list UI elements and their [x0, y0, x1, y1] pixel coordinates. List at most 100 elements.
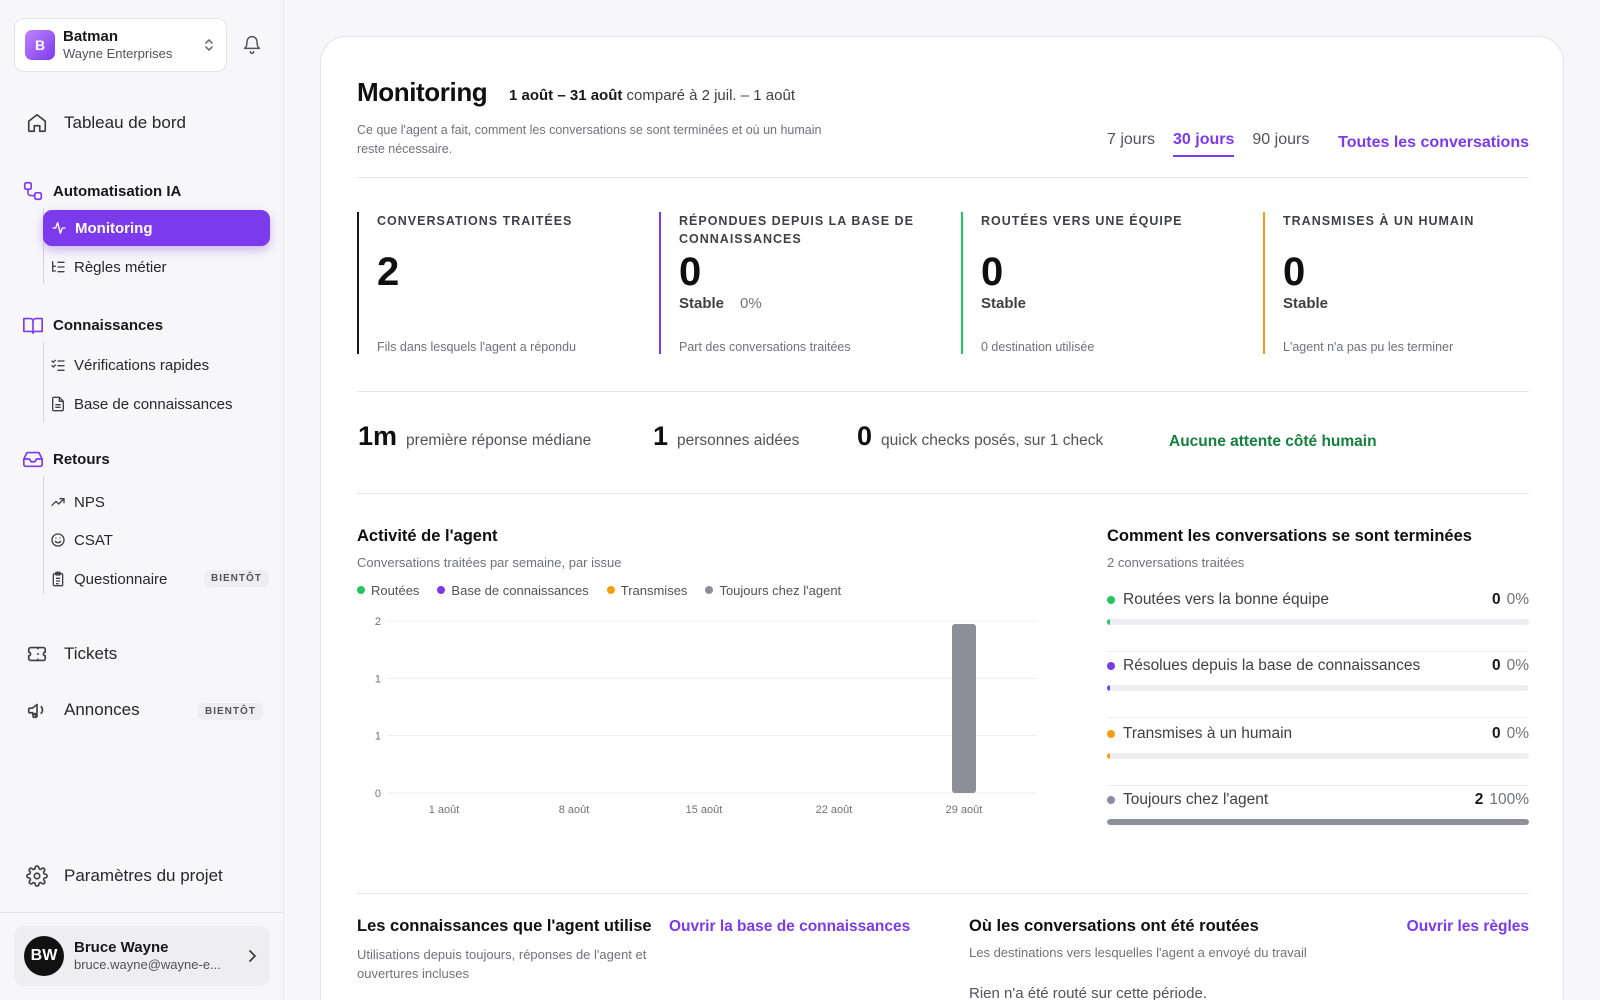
kpi-text: quick checks posés, sur 1 check [881, 432, 1104, 449]
user-email: bruce.wayne@wayne-e... [74, 957, 221, 973]
page-subtitle: Ce que l'agent a fait, comment les conve… [357, 123, 822, 156]
stat-label: Routées vers une équipe [981, 214, 1183, 228]
knowledge-subtitle: Utilisations depuis toujours, réponses d… [357, 947, 647, 981]
kpi-number: 1m [358, 421, 398, 451]
inbox-icon [23, 451, 43, 468]
workspace-switcher[interactable]: B Batman Wayne Enterprises [14, 18, 227, 72]
file-text-icon [52, 396, 64, 412]
legend-item: Routées [357, 583, 419, 598]
stat-trend: Stable [981, 295, 1027, 312]
stat-value: 0 [981, 250, 1004, 294]
nav-section-feedback-label: Retours [53, 450, 110, 468]
nav-rules-label: Règles métier [74, 258, 167, 276]
nav-announcements[interactable]: Annonces [26, 699, 140, 721]
nav-monitoring-label: Monitoring [75, 219, 153, 237]
y-tick-label: 2 [375, 616, 381, 628]
nav-announcements-label: Annonces [64, 700, 140, 719]
nav-monitoring[interactable]: Monitoring [43, 210, 270, 246]
stat-value: 2 [377, 250, 400, 294]
workspace-org: Wayne Enterprises [63, 46, 173, 62]
date-range-compare: comparé à 2 juil. – 1 août [626, 87, 795, 104]
user-menu[interactable]: BW Bruce Wayne bruce.wayne@wayne-e... [14, 926, 270, 986]
outcome-bar-fill [1107, 819, 1529, 825]
stat-foot: L'agent n'a pas pu les terminer [1283, 340, 1454, 354]
stat-trend: Stable [1283, 295, 1329, 312]
divider [357, 391, 1529, 392]
legend-dot [705, 586, 714, 594]
outcome-bar [1107, 619, 1529, 625]
kpi-number: 0 [857, 421, 873, 451]
x-tick-label: 22 août [816, 804, 853, 816]
stat-foot: Part des conversations traitées [679, 340, 851, 354]
bell-icon[interactable] [242, 35, 262, 55]
open-knowledge-base-link[interactable]: Ouvrir la base de connaissances [669, 918, 911, 935]
outcome-label: Transmises à un humain [1123, 725, 1293, 742]
gear-icon [26, 865, 48, 887]
stat-value: 0 [679, 250, 702, 294]
nav-csat-label: CSAT [74, 531, 113, 549]
x-tick-label: 8 août [559, 804, 590, 816]
stat-handed-off: Transmises à un humain 0 Stable L'agent … [1263, 212, 1529, 354]
activity-icon [52, 222, 66, 234]
sidebar-divider [0, 912, 284, 913]
workspace-name: Batman [63, 28, 119, 46]
outcome-label: Routées vers la bonne équipe [1123, 591, 1329, 608]
tab-7-days[interactable]: 7 jours [1107, 131, 1156, 148]
nav-knowledge-base-label: Base de connaissances [74, 395, 233, 413]
main-panel: Monitoring 1 août – 31 août comparé à 2 … [320, 36, 1564, 1000]
nav-section-knowledge[interactable]: Connaissances [22, 314, 163, 336]
nav-tickets[interactable]: Tickets [26, 643, 117, 665]
stat-label: Transmises à un humain [1283, 214, 1475, 228]
tab-30-days[interactable]: 30 jours [1173, 131, 1235, 157]
nav-rules[interactable]: Règles métier [50, 250, 167, 284]
stat-value: 0 [1283, 250, 1306, 294]
stat-foot: Fils dans lesquels l'agent a répondu [377, 340, 577, 354]
survey-soon-badge: BIENTÔT [204, 570, 269, 587]
page-title: Monitoring [357, 77, 488, 107]
x-tick-label: 1 août [429, 804, 460, 816]
nav-quick-checks[interactable]: Vérifications rapides [50, 348, 209, 382]
nav-survey[interactable]: Questionnaire [50, 562, 167, 596]
nav-section-ai[interactable]: Automatisation IA [22, 180, 181, 202]
stat-trend: Stable 0% [679, 295, 955, 312]
outcome-handed-off: Transmises à un humain 0 0% [1107, 725, 1529, 759]
stat-trend-pct: 0% [740, 295, 762, 312]
x-tick-label: 29 août [946, 804, 983, 816]
nav-survey-label: Questionnaire [74, 570, 168, 588]
routing-subtitle: Les destinations vers lesquelles l'agent… [969, 945, 1307, 960]
chart-legend: Routées Base de connaissances Transmises… [357, 583, 841, 598]
kpi-people-helped: 1 personnes aidées [653, 421, 799, 452]
open-rules-link[interactable]: Ouvrir les règles [1406, 918, 1529, 935]
kpi-first-response: 1m première réponse médiane [358, 421, 591, 452]
nav-knowledge-base[interactable]: Base de connaissances [50, 387, 232, 421]
outcome-pct: 0% [1506, 591, 1529, 608]
nav-quick-checks-label: Vérifications rapides [74, 356, 210, 374]
megaphone-icon [27, 703, 44, 719]
stat-label: Répondues depuis la base de connaissance… [679, 214, 914, 246]
sidebar: B Batman Wayne Enterprises Tableau de bo… [0, 0, 284, 1000]
nav-nps[interactable]: NPS [50, 485, 105, 519]
list-tree-icon [52, 261, 65, 273]
all-conversations-link[interactable]: Toutes les conversations [1338, 134, 1529, 151]
nav-dashboard[interactable]: Tableau de bord [26, 112, 186, 134]
legend-label: Base de connaissances [451, 583, 589, 598]
divider [357, 493, 1529, 494]
workspace-avatar: B [25, 30, 55, 60]
chevron-up-down-icon [205, 39, 213, 51]
legend-item: Toujours chez l'agent [705, 583, 841, 598]
legend-dot [437, 586, 446, 594]
outcome-still-agent: Toujours chez l'agent 2 100% [1107, 791, 1529, 825]
routing-title: Où les conversations ont été routées [969, 917, 1259, 935]
nav-section-feedback[interactable]: Retours [22, 448, 110, 470]
ticket-icon [27, 646, 47, 662]
tab-90-days[interactable]: 90 jours [1252, 131, 1310, 148]
knowledge-title: Les connaissances que l'agent utilise [357, 917, 652, 935]
legend-label: Routées [371, 583, 420, 598]
outcome-pct: 0% [1506, 725, 1529, 742]
nav-settings[interactable]: Paramètres du projet [26, 865, 223, 887]
outcome-count: 0 [1491, 657, 1501, 674]
stat-knowledge-answers: Répondues depuis la base de connaissance… [659, 212, 955, 354]
legend-dot [357, 586, 365, 594]
nav-csat[interactable]: CSAT [50, 523, 113, 557]
legend-dot [606, 586, 615, 594]
